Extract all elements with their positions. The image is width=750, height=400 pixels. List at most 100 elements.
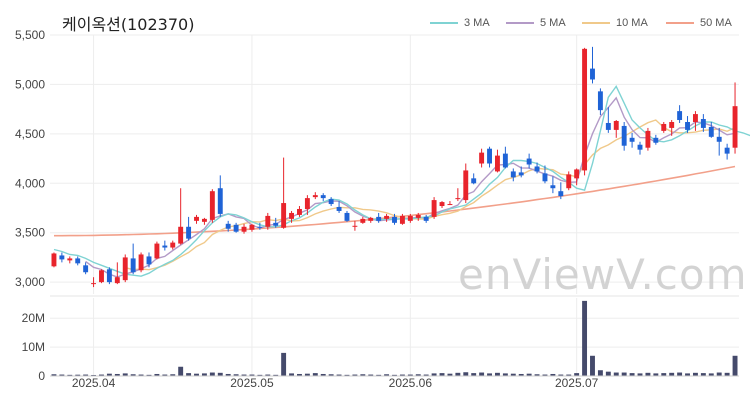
legend-swatch-50ma xyxy=(666,22,694,25)
volume-bar xyxy=(114,373,120,376)
legend-label-50ma: 50 MA xyxy=(700,17,732,29)
candle-body xyxy=(558,191,564,197)
chart-title: 케이옥션(102370) xyxy=(62,15,195,34)
volume-bar xyxy=(51,374,57,376)
volume-bar xyxy=(106,373,112,376)
volume-bar xyxy=(99,374,104,376)
candle-body xyxy=(574,169,580,179)
candle-body xyxy=(376,216,382,221)
legend-swatch-10ma xyxy=(582,22,610,25)
candle-body xyxy=(590,68,595,80)
volume-bar xyxy=(471,373,477,376)
candle-body xyxy=(582,48,588,171)
volume-bar xyxy=(669,372,675,376)
volume-bar xyxy=(605,371,611,376)
volume-bar xyxy=(558,374,564,376)
legend-swatch-5ma xyxy=(506,22,534,25)
volume-bar xyxy=(312,373,318,376)
volume-bar xyxy=(407,374,413,376)
volume-bar xyxy=(273,374,279,376)
chart-legend: 3 MA 5 MA 10 MA 50 MA xyxy=(420,17,740,31)
candle-body xyxy=(194,216,199,221)
price-tick-label: 4,000 xyxy=(15,176,45,190)
legend-item-3ma: 3 MA xyxy=(430,17,490,29)
watermark: enViewV.com xyxy=(458,250,748,299)
volume-bar xyxy=(661,373,667,376)
volume-bar xyxy=(233,374,239,376)
volume-bar xyxy=(582,300,588,376)
volume-bar xyxy=(415,374,421,376)
volume-bar xyxy=(368,374,374,376)
price-tick-label: 4,500 xyxy=(15,127,45,141)
volume-bar xyxy=(716,372,722,376)
candle-body xyxy=(494,155,500,172)
volume-bar xyxy=(685,373,690,376)
candle-body xyxy=(487,148,492,164)
candle-body xyxy=(249,224,255,230)
volume-bar xyxy=(518,373,524,376)
candle-body xyxy=(431,200,437,217)
candle-body xyxy=(692,114,698,122)
volume-bar xyxy=(178,366,184,376)
candle-body xyxy=(471,178,477,184)
volume-bar xyxy=(328,374,334,376)
volume-bar xyxy=(708,373,714,376)
candle-body xyxy=(708,126,714,137)
candle-body xyxy=(415,214,421,218)
volume-bar xyxy=(447,373,453,376)
candle-body xyxy=(502,153,508,168)
volume-bar xyxy=(566,374,572,376)
volume-tick-label: 10M xyxy=(22,340,45,354)
volume-bar xyxy=(122,373,128,376)
x-tick-label: 2025.06 xyxy=(389,376,433,390)
volume-bar xyxy=(677,372,683,376)
candle-body xyxy=(257,226,263,228)
candle-body xyxy=(360,218,366,223)
ma10-line xyxy=(125,119,736,271)
legend-item-10ma: 10 MA xyxy=(582,17,648,29)
volume-bar xyxy=(629,373,635,376)
candle-body xyxy=(661,123,667,131)
candle-body xyxy=(542,173,548,182)
volume-tick-label: 20M xyxy=(22,311,45,325)
candle-body xyxy=(51,253,57,267)
volume-bar xyxy=(67,374,73,376)
candle-body xyxy=(526,158,532,165)
candle-body xyxy=(162,245,168,248)
candle-body xyxy=(463,170,469,201)
candle-body xyxy=(645,130,651,148)
volume-bar xyxy=(590,355,595,376)
candle-body xyxy=(534,166,540,172)
x-tick-label: 2025.04 xyxy=(72,376,116,390)
candle-body xyxy=(518,172,524,176)
volume-bar xyxy=(384,374,390,376)
price-tick-label: 3,500 xyxy=(15,226,45,240)
candle-body xyxy=(423,216,429,221)
volume-bar xyxy=(225,373,231,376)
candle-body xyxy=(384,215,390,219)
volume-bar xyxy=(249,374,255,376)
volume-bar xyxy=(431,373,437,376)
candle-body xyxy=(233,224,239,232)
candle-body xyxy=(67,258,73,261)
candle-body xyxy=(732,106,738,148)
volume-bar xyxy=(542,374,548,376)
legend-item-5ma: 5 MA xyxy=(506,17,566,29)
x-tick-label: 2025.05 xyxy=(230,376,274,390)
candle-body xyxy=(677,111,683,121)
candle-body xyxy=(304,198,310,209)
volume-bar xyxy=(550,373,556,376)
volume-bar xyxy=(637,373,643,376)
volume-bar xyxy=(439,373,445,376)
volume-bar xyxy=(455,372,461,376)
candle-body xyxy=(597,91,603,111)
candle-body xyxy=(439,202,445,207)
candle-body xyxy=(281,203,287,228)
candle-body xyxy=(225,223,231,229)
legend-label-10ma: 10 MA xyxy=(616,17,648,29)
volume-bar xyxy=(257,374,263,376)
candle-body xyxy=(297,208,302,215)
candle-body xyxy=(114,277,120,284)
volume-bar xyxy=(732,355,738,376)
